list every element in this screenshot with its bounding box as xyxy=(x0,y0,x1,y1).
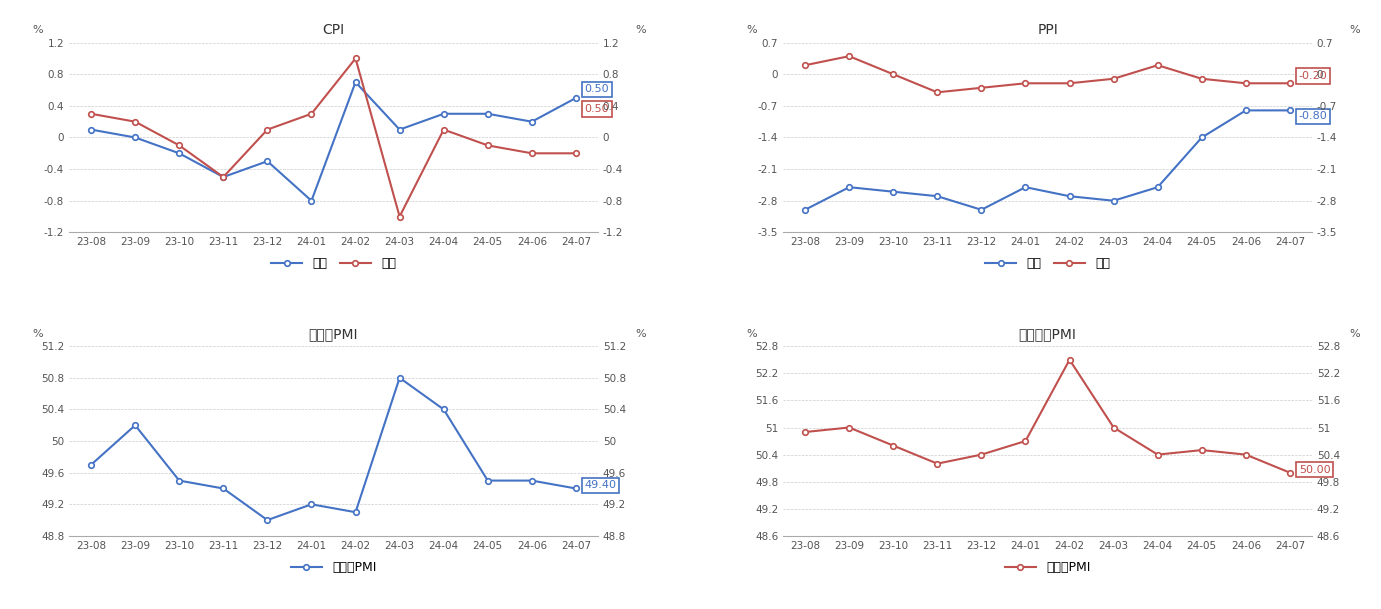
Text: %: % xyxy=(635,25,645,35)
Text: %: % xyxy=(746,25,757,35)
Legend: 服务业PMI: 服务业PMI xyxy=(1000,556,1095,579)
Title: PPI: PPI xyxy=(1037,23,1058,37)
Title: 制造业PMI: 制造业PMI xyxy=(309,327,358,341)
Text: %: % xyxy=(32,329,43,339)
Text: %: % xyxy=(32,25,43,35)
Text: 49.40: 49.40 xyxy=(584,481,617,490)
Legend: 同比, 环比: 同比, 环比 xyxy=(981,253,1114,275)
Text: %: % xyxy=(746,329,757,339)
Legend: 同比, 环比: 同比, 环比 xyxy=(267,253,400,275)
Text: %: % xyxy=(1349,329,1360,339)
Text: %: % xyxy=(1349,25,1360,35)
Text: -0.20: -0.20 xyxy=(1298,71,1327,81)
Text: 0.50: 0.50 xyxy=(584,85,609,94)
Text: %: % xyxy=(635,329,645,339)
Text: 0.50: 0.50 xyxy=(584,104,609,114)
Title: 非制造业PMI: 非制造业PMI xyxy=(1019,327,1076,341)
Text: -0.80: -0.80 xyxy=(1298,111,1327,121)
Text: 50.00: 50.00 xyxy=(1298,465,1330,474)
Title: CPI: CPI xyxy=(322,23,344,37)
Legend: 制造业PMI: 制造业PMI xyxy=(286,556,381,579)
